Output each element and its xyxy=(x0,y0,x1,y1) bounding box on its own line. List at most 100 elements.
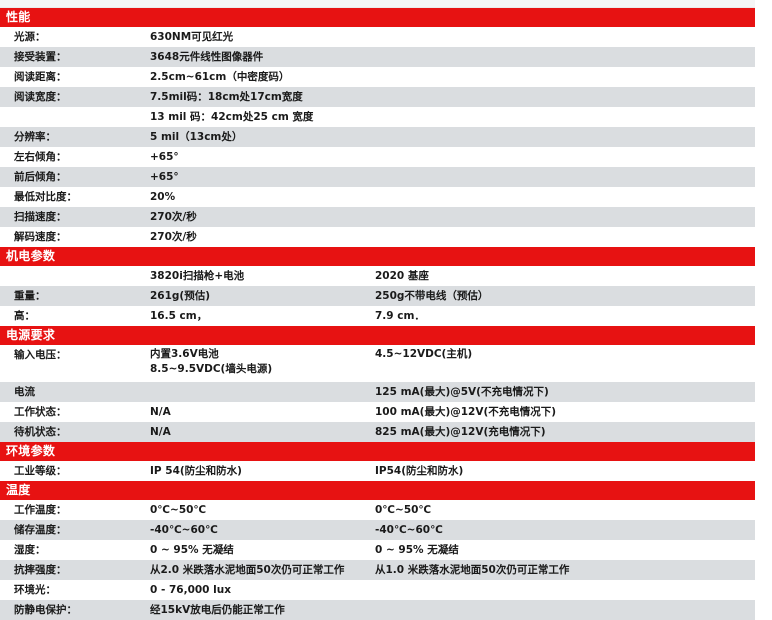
row-label: 光源： xyxy=(0,27,150,47)
row-label: 湿度： xyxy=(0,540,150,560)
section-title: 温度 xyxy=(0,481,756,500)
value-line-1: 内置3.6V电池 xyxy=(150,348,219,360)
table-row: 13 mil 码：42cm处25 cm 宽度 xyxy=(0,107,756,127)
row-value-primary: 经15kV放电后仍能正常工作 xyxy=(150,600,375,620)
row-label: 扫描速度： xyxy=(0,207,150,227)
row-value-secondary: 100 mA(最大)@12V(不充电情况下) xyxy=(375,402,756,422)
row-value-primary: 0 ~ 95% 无凝结 xyxy=(150,540,375,560)
table-row: 电流 125 mA(最大)@5V(不充电情况下) xyxy=(0,382,756,402)
row-value-primary: -40℃~60℃ xyxy=(150,520,375,540)
table-row: 最低对比度： 20% xyxy=(0,187,756,207)
row-label xyxy=(0,266,150,286)
row-value-secondary: 7.9 cm． xyxy=(375,306,756,326)
row-label: 阅读宽度： xyxy=(0,87,150,107)
section-header-environment: 环境参数 xyxy=(0,442,756,461)
row-value-primary: 0℃~50℃ xyxy=(150,500,375,520)
row-value-primary: 3820i扫描枪+电池 xyxy=(150,266,375,286)
table-row: 3820i扫描枪+电池 2020 基座 xyxy=(0,266,756,286)
row-value-primary: 0 - 76,000 lux xyxy=(150,580,375,600)
row-value-primary: 5 mil（13cm处） xyxy=(150,127,375,147)
table-row: 光源： 630NM可见红光 xyxy=(0,27,756,47)
section-header-performance: 性能 xyxy=(0,8,756,27)
section-header-power: 电源要求 xyxy=(0,326,756,345)
table-row: 抗摔强度： 从2.0 米跌落水泥地面50次仍可正常工作 从1.0 米跌落水泥地面50… xyxy=(0,560,756,580)
row-value-secondary: 2020 基座 xyxy=(375,266,756,286)
row-label: 工作温度： xyxy=(0,500,150,520)
row-label xyxy=(0,107,150,127)
row-value-secondary: 0 ~ 95% 无凝结 xyxy=(375,540,756,560)
section-title-text: 温度 xyxy=(6,483,31,497)
section-title: 性能 xyxy=(0,8,756,27)
row-label: 输入电压： xyxy=(0,345,150,382)
row-value-primary: 2.5cm~61cm（中密度码） xyxy=(150,67,375,87)
section-title-text: 电源要求 xyxy=(6,328,56,342)
table-row: 解码速度： 270次/秒 xyxy=(0,227,756,247)
table-row: 工业等级： IP 54(防尘和防水) IP54(防尘和防水) xyxy=(0,461,756,481)
row-value-primary: IP 54(防尘和防水) xyxy=(150,461,375,481)
row-label: 环境光： xyxy=(0,580,150,600)
row-value-secondary xyxy=(375,187,756,207)
row-label: 解码速度： xyxy=(0,227,150,247)
row-value-primary xyxy=(150,382,375,402)
row-value-secondary xyxy=(375,207,756,227)
row-label: 待机状态： xyxy=(0,422,150,442)
row-value-primary: 13 mil 码：42cm处25 cm 宽度 xyxy=(150,107,375,127)
row-label: 重量： xyxy=(0,286,150,306)
table-row: 阅读宽度： 7.5mil码：18cm处17cm宽度 xyxy=(0,87,756,107)
row-value-secondary xyxy=(375,600,756,620)
table-row: 湿度： 0 ~ 95% 无凝结 0 ~ 95% 无凝结 xyxy=(0,540,756,560)
table-row: 工作状态： N/A 100 mA(最大)@12V(不充电情况下) xyxy=(0,402,756,422)
table-row: 扫描速度： 270次/秒 xyxy=(0,207,756,227)
spec-sheet: 性能光源： 630NM可见红光 接受装置： 3648元件线性图像器件 阅读距离： 2.5c… xyxy=(0,0,756,620)
row-value-primary: N/A xyxy=(150,422,375,442)
row-value-secondary: 250g不带电线（预估） xyxy=(375,286,756,306)
row-value-secondary xyxy=(375,127,756,147)
row-label: 接受装置： xyxy=(0,47,150,67)
row-value-secondary: 0℃~50℃ xyxy=(375,500,756,520)
section-header-electromechanical: 机电参数 xyxy=(0,247,756,266)
section-title: 环境参数 xyxy=(0,442,756,461)
table-row: 左右倾角： +65° xyxy=(0,147,756,167)
table-row: 高： 16.5 cm， 7.9 cm． xyxy=(0,306,756,326)
row-value-secondary: 4.5~12VDC(主机) xyxy=(375,345,756,382)
row-value-primary: 20% xyxy=(150,187,375,207)
section-title-text: 性能 xyxy=(6,10,31,24)
row-value-secondary: 825 mA(最大)@12V(充电情况下) xyxy=(375,422,756,442)
row-value-primary: +65° xyxy=(150,147,375,167)
section-title: 电源要求 xyxy=(0,326,756,345)
row-value-primary: +65° xyxy=(150,167,375,187)
row-label: 工作状态： xyxy=(0,402,150,422)
section-title-text: 环境参数 xyxy=(6,444,56,458)
row-value-secondary: 125 mA(最大)@5V(不充电情况下) xyxy=(375,382,756,402)
row-value-primary: 270次/秒 xyxy=(150,207,375,227)
row-label: 抗摔强度： xyxy=(0,560,150,580)
section-title: 机电参数 xyxy=(0,247,756,266)
row-value-secondary: 从1.0 米跌落水泥地面50次仍可正常工作 xyxy=(375,560,756,580)
row-value-secondary xyxy=(375,87,756,107)
table-row: 环境光： 0 - 76,000 lux xyxy=(0,580,756,600)
row-value-secondary xyxy=(375,580,756,600)
table-row: 分辨率： 5 mil（13cm处） xyxy=(0,127,756,147)
row-value-primary: 3648元件线性图像器件 xyxy=(150,47,375,67)
row-value-primary: N/A xyxy=(150,402,375,422)
row-value-primary: 内置3.6V电池 8.5~9.5VDC(墙头电源) xyxy=(150,345,375,382)
row-value-primary: 从2.0 米跌落水泥地面50次仍可正常工作 xyxy=(150,560,375,580)
row-value-primary: 7.5mil码：18cm处17cm宽度 xyxy=(150,87,375,107)
row-value-secondary xyxy=(375,147,756,167)
row-label: 储存温度： xyxy=(0,520,150,540)
row-value-primary: 270次/秒 xyxy=(150,227,375,247)
row-value-primary: 261g(预估) xyxy=(150,286,375,306)
row-value-primary: 630NM可见红光 xyxy=(150,27,375,47)
row-value-primary: 16.5 cm， xyxy=(150,306,375,326)
row-label: 最低对比度： xyxy=(0,187,150,207)
specification-table: 性能光源： 630NM可见红光 接受装置： 3648元件线性图像器件 阅读距离： 2.5c… xyxy=(0,8,756,620)
row-label: 高： xyxy=(0,306,150,326)
table-body: 性能光源： 630NM可见红光 接受装置： 3648元件线性图像器件 阅读距离： 2.5c… xyxy=(0,8,756,620)
row-value-secondary xyxy=(375,107,756,127)
row-value-secondary: IP54(防尘和防水) xyxy=(375,461,756,481)
row-value-secondary xyxy=(375,67,756,87)
table-row: 前后倾角： +65° xyxy=(0,167,756,187)
top-strip xyxy=(0,0,755,8)
row-label: 前后倾角： xyxy=(0,167,150,187)
row-label: 阅读距离： xyxy=(0,67,150,87)
